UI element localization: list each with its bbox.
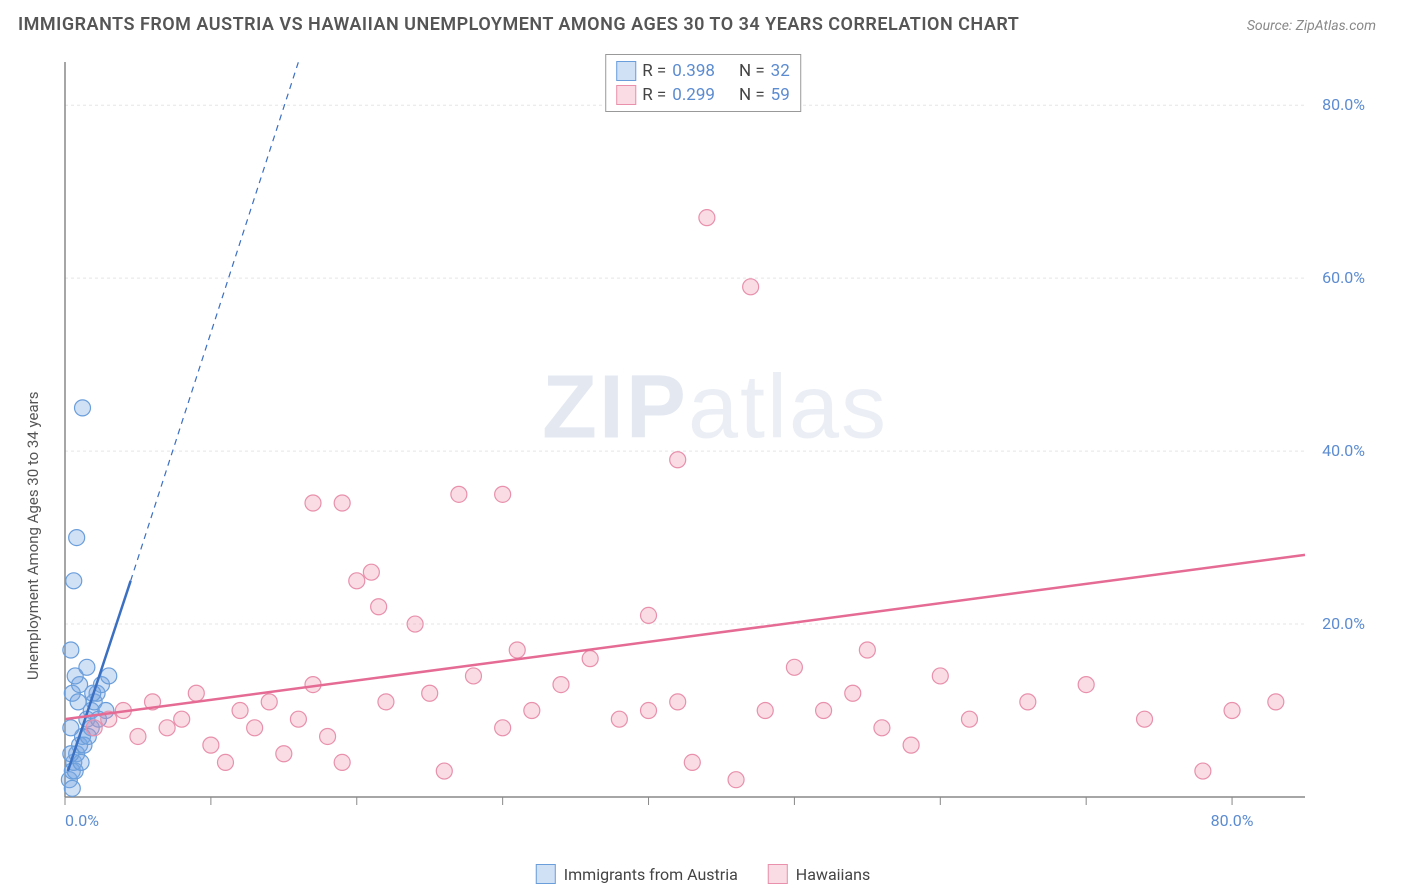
legend-row-series-1: R = 0.398 N = 32	[616, 59, 790, 83]
axis-tick-label: 20.0%	[1322, 614, 1365, 633]
axis-tick-label: 80.0%	[1322, 95, 1365, 114]
legend-r-value-1: 0.398	[672, 61, 715, 81]
y-axis-label: Unemployment Among Ages 30 to 34 years	[24, 392, 42, 680]
legend-item-2: Hawaiians	[768, 864, 870, 884]
legend-n-label: N =	[739, 61, 765, 81]
legend-r-label: R =	[642, 85, 666, 105]
legend-r-value-2: 0.299	[672, 85, 715, 105]
source-attribution: Source: ZipAtlas.com	[1247, 18, 1376, 34]
legend-r-label: R =	[642, 61, 666, 81]
axis-tick-label: 40.0%	[1322, 441, 1365, 460]
legend-n-label: N =	[739, 85, 765, 105]
legend-item-1: Immigrants from Austria	[536, 864, 738, 884]
legend-n-value-2: 59	[771, 85, 790, 105]
plot-area: ZIPatlas	[55, 52, 1375, 842]
legend-item-2-label: Hawaiians	[796, 865, 870, 884]
axis-tick-label: 60.0%	[1322, 268, 1365, 287]
legend-row-series-2: R = 0.299 N = 59	[616, 83, 790, 107]
scatter-chart	[55, 52, 1375, 842]
axis-tick-label: 80.0%	[1211, 811, 1254, 830]
legend-n-value-1: 32	[771, 61, 790, 81]
swatch-series-1	[616, 61, 636, 81]
chart-title: IMMIGRANTS FROM AUSTRIA VS HAWAIIAN UNEM…	[18, 14, 1019, 35]
swatch-bottom-2	[768, 864, 788, 884]
swatch-series-2	[616, 85, 636, 105]
axis-tick-label: 0.0%	[65, 811, 99, 830]
correlation-legend: R = 0.398 N = 32 R = 0.299 N = 59	[605, 54, 801, 112]
swatch-bottom-1	[536, 864, 556, 884]
legend-item-1-label: Immigrants from Austria	[564, 865, 738, 884]
series-legend: Immigrants from Austria Hawaiians	[536, 864, 870, 884]
